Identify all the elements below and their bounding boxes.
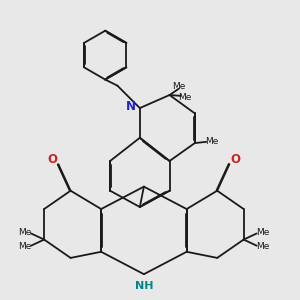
Text: NH: NH [135,280,153,291]
Text: Me: Me [18,228,31,237]
Text: Me: Me [256,228,270,237]
Text: Me: Me [18,242,31,251]
Text: Me: Me [205,136,219,146]
Text: Me: Me [172,82,185,91]
Text: O: O [230,153,241,166]
Text: O: O [47,153,57,166]
Text: Me: Me [178,93,192,102]
Text: N: N [126,100,136,112]
Text: Me: Me [256,242,270,251]
